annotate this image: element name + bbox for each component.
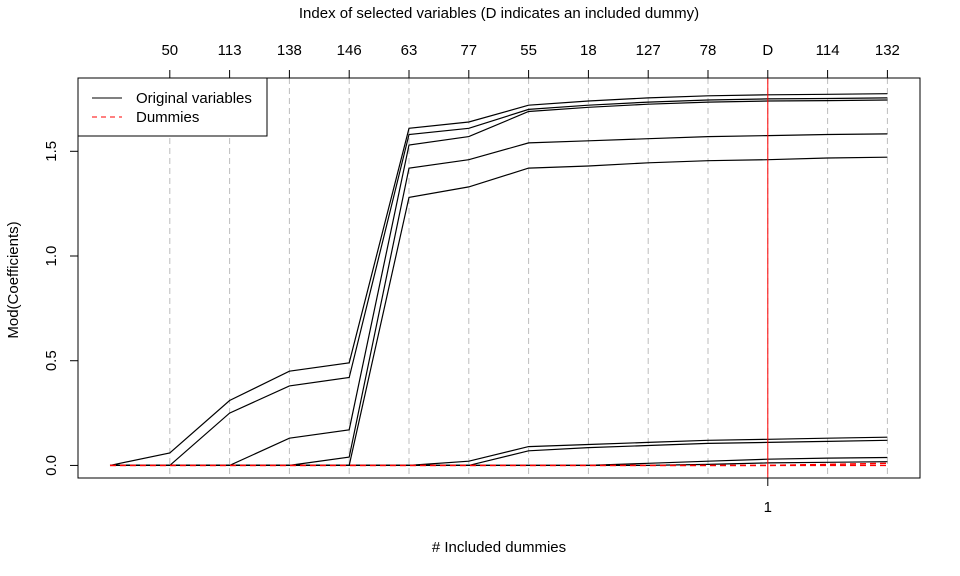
original-variable-line <box>110 436 888 466</box>
top-tick-label: 114 <box>816 42 840 59</box>
bottom-tick-label: 1 <box>764 499 772 516</box>
original-variable-line <box>109 93 888 466</box>
original-variable-line <box>110 97 888 466</box>
original-variable-line <box>110 439 888 466</box>
original-variable-line <box>110 461 888 466</box>
y-tick-label: 1.5 <box>43 141 60 162</box>
y-tick-label: 1.0 <box>43 246 60 267</box>
top-tick-label: 138 <box>277 42 302 59</box>
top-tick-label: 127 <box>636 42 661 59</box>
y-axis-title: Mod(Coefficients) <box>5 221 22 338</box>
original-variable-line <box>110 156 888 466</box>
series-layer <box>109 93 888 467</box>
top-axis-title: Index of selected variables (D indicates… <box>299 5 699 22</box>
legend-dummies-label: Dummies <box>136 109 199 126</box>
grid-layer <box>169 78 888 478</box>
legend-box <box>77 77 268 137</box>
top-tick-label: 63 <box>401 42 418 59</box>
top-tick-label: D <box>762 42 773 59</box>
top-tick-label: 50 <box>161 42 178 59</box>
top-tick-label: 146 <box>337 42 362 59</box>
top-tick-label: 113 <box>218 42 242 59</box>
top-tick-label: 78 <box>700 42 717 59</box>
y-axis: 0.0 0.5 1.0 1.5 <box>43 141 78 476</box>
y-tick-label: 0.5 <box>43 350 60 371</box>
top-tick-label: 132 <box>875 42 900 59</box>
x-axis-title: # Included dummies <box>432 539 566 556</box>
legend-original-label: Original variables <box>136 90 252 107</box>
plot-frame <box>77 77 921 479</box>
y-tick-label: 0.0 <box>43 455 60 476</box>
top-tick-label: 18 <box>580 42 597 59</box>
top-axis: 50 113 138 146 63 77 55 18 127 78 D 114 132 <box>161 42 900 78</box>
legend: Original variables Dummies <box>77 77 268 137</box>
top-tick-label: 77 <box>460 42 477 59</box>
original-variable-line <box>110 99 888 466</box>
bottom-axis: 1 <box>764 478 772 516</box>
top-tick-label: 55 <box>520 42 537 59</box>
